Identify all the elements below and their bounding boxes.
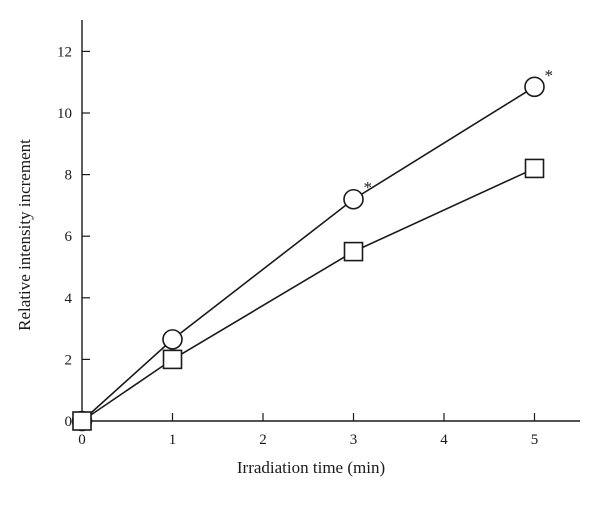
- y-tick-label: 2: [65, 352, 73, 368]
- significance-asterisk: *: [545, 66, 554, 85]
- significance-asterisk: *: [364, 178, 373, 197]
- series-group: [71, 76, 545, 432]
- circle-marker: [343, 188, 364, 210]
- y-tick-label: 10: [57, 106, 72, 122]
- x-tick-label: 2: [259, 432, 267, 448]
- series-circle-line: [81, 86, 535, 422]
- square-marker: [162, 349, 183, 370]
- x-tick-label: 5: [531, 432, 539, 448]
- y-tick-label: 8: [65, 168, 73, 184]
- y-tick-label: 12: [57, 44, 72, 60]
- y-axis-label: Relative intensity increment: [15, 139, 34, 331]
- square-marker: [524, 158, 545, 179]
- x-tick-label: 0: [78, 432, 86, 448]
- series-square-line: [81, 167, 535, 422]
- x-axis-ticks: 0 1 2 3 4 5: [78, 413, 538, 448]
- square-marker: [72, 411, 92, 431]
- x-tick-label: 4: [440, 432, 448, 448]
- x-tick-label: 3: [350, 432, 358, 448]
- square-marker: [343, 241, 364, 262]
- y-axis-ticks: 0 2 4 6 8 10 12: [57, 44, 90, 430]
- axes: [81, 20, 580, 422]
- y-tick-label: 0: [65, 414, 73, 430]
- x-tick-label: 1: [169, 432, 177, 448]
- circle-marker: [162, 329, 183, 350]
- y-tick-label: 6: [65, 229, 73, 245]
- circle-marker: [524, 76, 545, 98]
- annotations: **: [364, 66, 554, 197]
- y-tick-label: 4: [65, 291, 73, 307]
- x-axis-label: Irradiation time (min): [237, 458, 385, 477]
